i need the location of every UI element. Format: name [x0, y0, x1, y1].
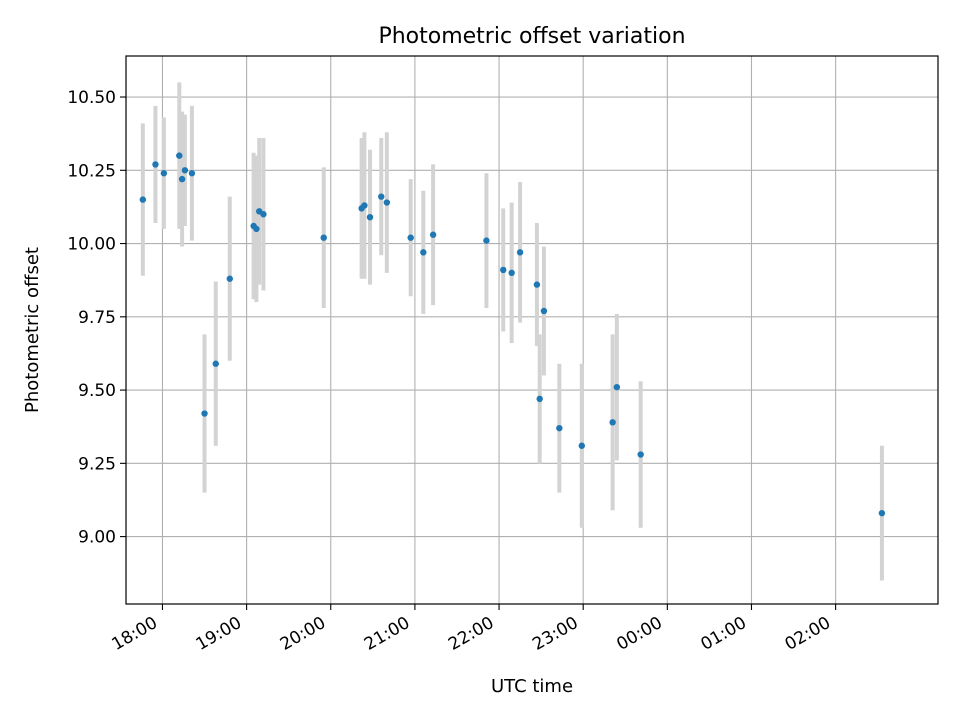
- data-point: [516, 249, 524, 256]
- data-point: [320, 234, 327, 241]
- data-point: [152, 161, 159, 168]
- data-point: [609, 419, 616, 426]
- data-point: [378, 193, 385, 200]
- data-point: [139, 196, 147, 203]
- data-point: [201, 410, 208, 417]
- data-point: [361, 202, 368, 209]
- y-tick-label: 9.50: [78, 381, 116, 401]
- data-point: [536, 395, 543, 403]
- data-point: [556, 424, 563, 432]
- plot-frame: [125, 55, 939, 605]
- data-point: [226, 275, 233, 282]
- y-axis-ticks: 9.00 9.25 9.50 9.75 10.00 10.25 10.50: [67, 88, 126, 548]
- y-axis-label: Photometric offset: [22, 247, 43, 413]
- data-point: [533, 281, 541, 288]
- data-point: [366, 213, 374, 221]
- data-points: [139, 152, 886, 517]
- data-point: [429, 231, 437, 238]
- data-point: [260, 211, 267, 218]
- data-point: [188, 170, 196, 177]
- data-point: [508, 269, 515, 277]
- data-point: [160, 170, 168, 177]
- data-point: [176, 152, 183, 159]
- y-tick-label: 10.50: [67, 88, 116, 108]
- y-tick-label: 9.00: [78, 528, 116, 548]
- data-point: [420, 249, 427, 256]
- chart-title: Photometric offset variation: [378, 24, 685, 49]
- y-tick-label: 9.25: [78, 454, 116, 474]
- y-tick-label: 10.00: [67, 235, 116, 255]
- data-point: [383, 199, 391, 206]
- data-point: [212, 360, 219, 367]
- data-point: [878, 509, 886, 517]
- data-point: [407, 234, 414, 241]
- y-tick-label: 10.25: [67, 161, 116, 181]
- data-point: [181, 167, 189, 174]
- x-axis-label: UTC time: [491, 676, 573, 697]
- data-point: [578, 442, 585, 449]
- data-point: [540, 307, 548, 315]
- grid-lines: [126, 56, 938, 604]
- y-tick-label: 9.75: [78, 308, 116, 328]
- data-point: [637, 451, 644, 458]
- data-point: [483, 237, 490, 244]
- data-point: [178, 175, 186, 183]
- data-point: [613, 383, 621, 391]
- data-point: [253, 225, 260, 233]
- data-point: [500, 266, 507, 274]
